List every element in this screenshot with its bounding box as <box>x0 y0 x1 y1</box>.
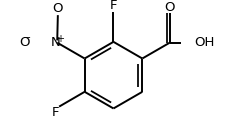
Text: OH: OH <box>194 36 215 49</box>
Text: F: F <box>52 106 60 119</box>
Text: N: N <box>51 36 61 49</box>
Text: F: F <box>110 0 117 12</box>
Text: O: O <box>53 2 63 15</box>
Text: +: + <box>56 34 64 44</box>
Text: O: O <box>19 36 30 49</box>
Text: −: − <box>23 33 31 43</box>
Text: O: O <box>164 1 175 14</box>
